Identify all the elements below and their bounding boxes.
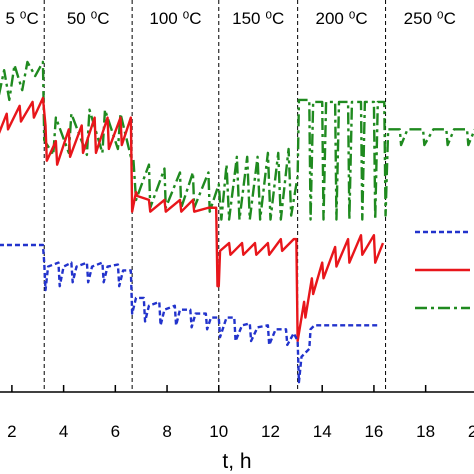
phase-label: 100 ⁰C xyxy=(149,9,201,28)
x-tick-label: 8 xyxy=(162,422,171,441)
x-tick-label: 2 xyxy=(7,422,16,441)
data-line xyxy=(0,96,385,343)
x-tick-label: 18 xyxy=(416,422,435,441)
phase-label: 150 ⁰C xyxy=(232,9,284,28)
phase-label: 200 ⁰C xyxy=(316,9,368,28)
x-tick-label: 6 xyxy=(111,422,120,441)
phase-label: 5 ⁰C xyxy=(5,9,38,28)
phase-label: 50 ⁰C xyxy=(67,9,110,28)
phase-label: 250 ⁰C xyxy=(404,9,456,28)
x-tick-label: 16 xyxy=(364,422,383,441)
data-line xyxy=(0,243,380,384)
x-tick-label: 14 xyxy=(313,422,332,441)
data-line xyxy=(0,60,474,221)
x-tick-label: 12 xyxy=(261,422,280,441)
x-axis-label: t, h xyxy=(222,450,251,473)
x-tick-label: 4 xyxy=(59,422,68,441)
x-tick-label: 10 xyxy=(209,422,228,441)
x-tick-label: 20 xyxy=(468,422,474,441)
